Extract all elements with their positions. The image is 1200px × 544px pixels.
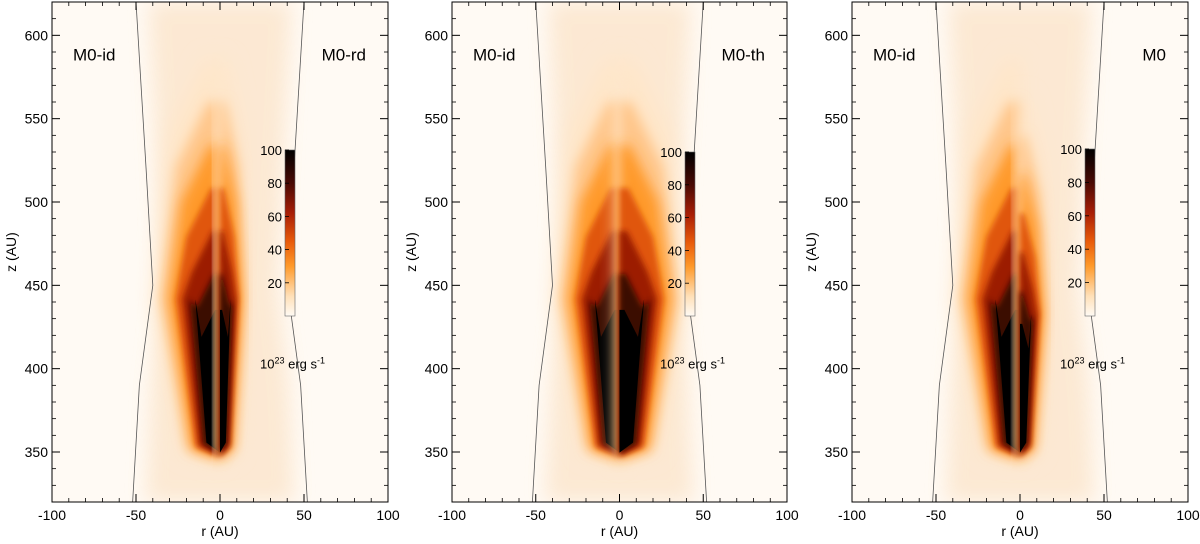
y-tick-label: 350 (825, 444, 849, 460)
y-tick-label: 500 (25, 194, 49, 210)
colorbar-tick-label: 100 (660, 145, 682, 160)
right-model-label: M0 (1142, 45, 1166, 64)
y-tick-label: 500 (825, 194, 849, 210)
right-model-label: M0-th (722, 45, 765, 64)
emission-left-layer-7 (195, 299, 220, 453)
y-tick-label: 600 (825, 27, 849, 43)
x-tick-label: -100 (438, 507, 466, 523)
y-tick-label: 450 (425, 277, 449, 293)
colorbar-unit-label: 1023 erg s-1 (1060, 356, 1125, 372)
y-tick-label: 350 (425, 444, 449, 460)
x-tick-label: 0 (616, 507, 624, 523)
colorbar: 20 40 60 80 100 1023 erg s-1 (660, 145, 725, 372)
colorbar-tick-label: 80 (668, 178, 682, 193)
x-tick-label: 50 (296, 507, 312, 523)
plot-area (532, 2, 707, 502)
boundary-left (932, 2, 954, 502)
boundary-left (532, 2, 553, 502)
colorbar-tick-label: 40 (268, 243, 282, 258)
colorbar-tick-label: 60 (1068, 209, 1082, 224)
colorbar-tick-label: 40 (1068, 242, 1082, 257)
colorbar: 20 40 60 80 100 1023 erg s-1 (1060, 142, 1125, 372)
x-tick-label: 50 (1096, 507, 1112, 523)
emission-right-layer-7 (220, 299, 231, 453)
colorbar-tick-label: 80 (268, 176, 282, 191)
emission-left-layer-7 (995, 299, 1020, 453)
plot-area (132, 2, 308, 502)
x-axis-title: r (AU) (201, 523, 238, 539)
left-model-label: M0-id (73, 45, 116, 64)
colorbar-tick-label: 100 (260, 143, 282, 158)
colorbar-tick-label: 20 (668, 276, 682, 291)
emission-right-layer-7 (1020, 314, 1032, 453)
y-tick-label: 450 (25, 277, 49, 293)
colorbar-unit-label: 1023 erg s-1 (260, 356, 325, 372)
colorbar-bar (684, 151, 696, 317)
x-tick-label: 50 (695, 507, 711, 523)
x-tick-label: 0 (216, 507, 224, 523)
x-tick-label: -100 (838, 507, 866, 523)
y-tick-label: 550 (25, 111, 49, 127)
emission-left-layer-7 (594, 299, 620, 453)
colorbar: 20 40 60 80 100 1023 erg s-1 (260, 143, 325, 372)
boundary-left (132, 2, 154, 502)
y-tick-label: 550 (425, 111, 449, 127)
x-axis-title: r (AU) (1001, 523, 1038, 539)
colorbar-unit-label: 1023 erg s-1 (660, 356, 725, 372)
y-tick-label: 350 (25, 444, 49, 460)
right-model-label: M0-rd (322, 45, 366, 64)
x-tick-label: 100 (775, 507, 799, 523)
colorbar-tick-label: 100 (1060, 142, 1082, 157)
y-tick-label: 600 (25, 27, 49, 43)
y-tick-label: 450 (825, 277, 849, 293)
y-axis-title: z (AU) (403, 232, 419, 272)
y-axis-title: z (AU) (803, 232, 819, 272)
panel-2: -100 -50 0 50 100 350 400 450 500 550 600 r (AU) z (… (403, 1, 799, 539)
colorbar-tick-label: 60 (668, 211, 682, 226)
left-model-label: M0-id (873, 45, 916, 64)
y-tick-label: 400 (425, 361, 449, 377)
colorbar-tick-label: 40 (668, 243, 682, 258)
x-tick-label: -50 (126, 507, 146, 523)
y-tick-label: 500 (425, 194, 449, 210)
colorbar-bar (1084, 148, 1096, 317)
y-tick-label: 400 (25, 361, 49, 377)
colorbar-tick-label: 20 (268, 276, 282, 291)
colorbar-bar (284, 149, 296, 317)
x-tick-label: 100 (376, 507, 400, 523)
panel-3: -100 -50 0 50 100 350 400 450 500 550 600 r (AU) z (… (803, 1, 1200, 539)
x-tick-label: 100 (1176, 507, 1200, 523)
panel-1: -100 -50 0 50 100 350 400 450 500 550 600 r (AU) z (… (3, 1, 400, 539)
x-axis-title: r (AU) (601, 523, 638, 539)
colorbar-tick-label: 60 (268, 209, 282, 224)
y-tick-label: 600 (425, 27, 449, 43)
x-tick-label: -50 (526, 507, 546, 523)
x-tick-label: -50 (926, 507, 946, 523)
y-tick-label: 550 (825, 111, 849, 127)
colorbar-tick-label: 80 (1068, 175, 1082, 190)
x-tick-label: 0 (1016, 507, 1024, 523)
y-tick-label: 400 (825, 361, 849, 377)
colorbar-tick-label: 20 (1068, 276, 1082, 291)
emission-right-layer-7 (619, 299, 645, 453)
y-axis-title: z (AU) (3, 232, 19, 272)
plot-area (932, 2, 1108, 502)
left-model-label: M0-id (473, 45, 516, 64)
x-tick-label: -100 (38, 507, 66, 523)
